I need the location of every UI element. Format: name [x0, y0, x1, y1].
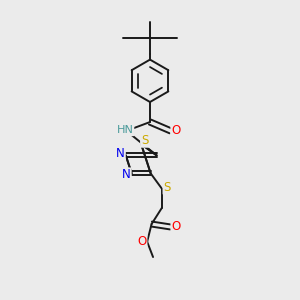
Text: O: O: [171, 124, 181, 137]
Text: S: S: [164, 181, 171, 194]
Text: HN: HN: [116, 125, 134, 135]
Text: O: O: [171, 220, 181, 233]
Text: N: N: [116, 147, 125, 160]
Text: N: N: [122, 168, 131, 182]
Text: S: S: [141, 134, 148, 147]
Text: O: O: [137, 235, 146, 248]
